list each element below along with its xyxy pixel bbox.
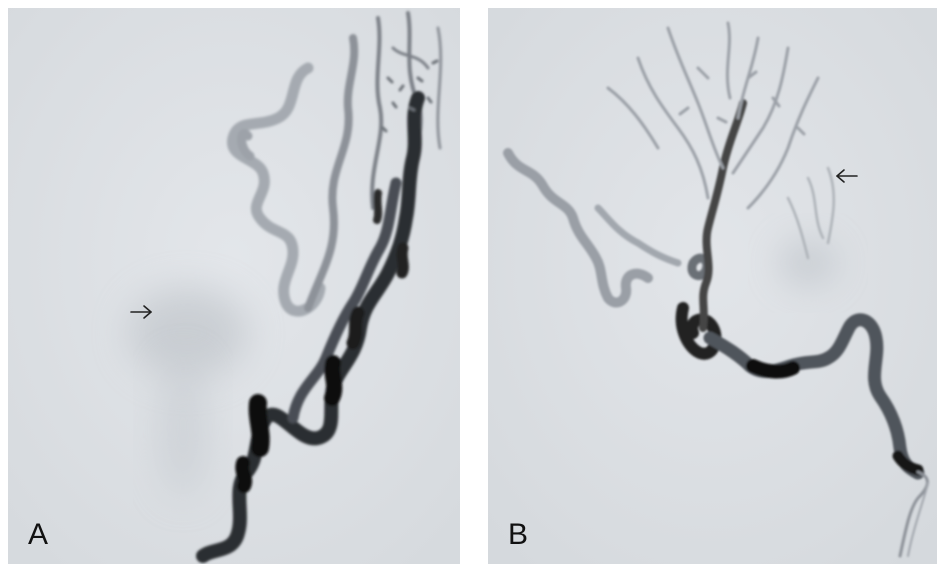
vessel-dense-a-5: [396, 242, 409, 279]
contrast-blush-a: [128, 288, 248, 378]
arrow-right-icon: [130, 305, 152, 319]
vessel-exit-b: [898, 470, 929, 558]
vessel-parallel-a: [287, 177, 402, 424]
vessel-loop-a: [237, 129, 255, 161]
vessel-dense-a-1: [248, 394, 270, 457]
vessel-branch-light-a: [227, 62, 326, 317]
panel-label-b: B: [508, 518, 529, 551]
angiogram-panel-b: B: [488, 8, 937, 564]
vessel-exit-b-2: [907, 482, 929, 557]
vessel-speckles-a: [381, 59, 439, 133]
vessel-fine-a-4: [391, 46, 430, 70]
vessel-stem-b: [699, 99, 747, 332]
vessel-dense-b-1: [746, 359, 800, 379]
contrast-blush-b: [778, 238, 838, 288]
angiogram-image-a: [8, 8, 460, 564]
vessel-branch-mid-a: [304, 34, 359, 312]
angiogram-image-b: [488, 8, 937, 564]
vessel-dense-a-2: [235, 456, 253, 493]
vessel-branch-left-b: [503, 148, 653, 308]
panel-label-a: A: [28, 518, 49, 551]
angiogram-panel-a: A: [8, 8, 460, 564]
vessel-fine-a-1: [370, 16, 384, 210]
vessel-branch-left-b-2: [594, 204, 682, 267]
vessel-fine-a-3: [436, 26, 443, 150]
vessel-dense-b-2: [892, 450, 924, 476]
contrast-blush-a-lower: [158, 358, 208, 498]
vessel-dense-a-6: [373, 189, 383, 224]
vessel-dense-a-4: [346, 306, 365, 350]
arrow-left-icon: [836, 169, 858, 183]
panel-a-background: [8, 8, 460, 564]
vessel-network-b: [606, 21, 820, 210]
vessel-dense-a-3: [324, 355, 343, 406]
panel-b-background: [488, 8, 937, 564]
vessel-network-b-faint: [786, 166, 836, 260]
